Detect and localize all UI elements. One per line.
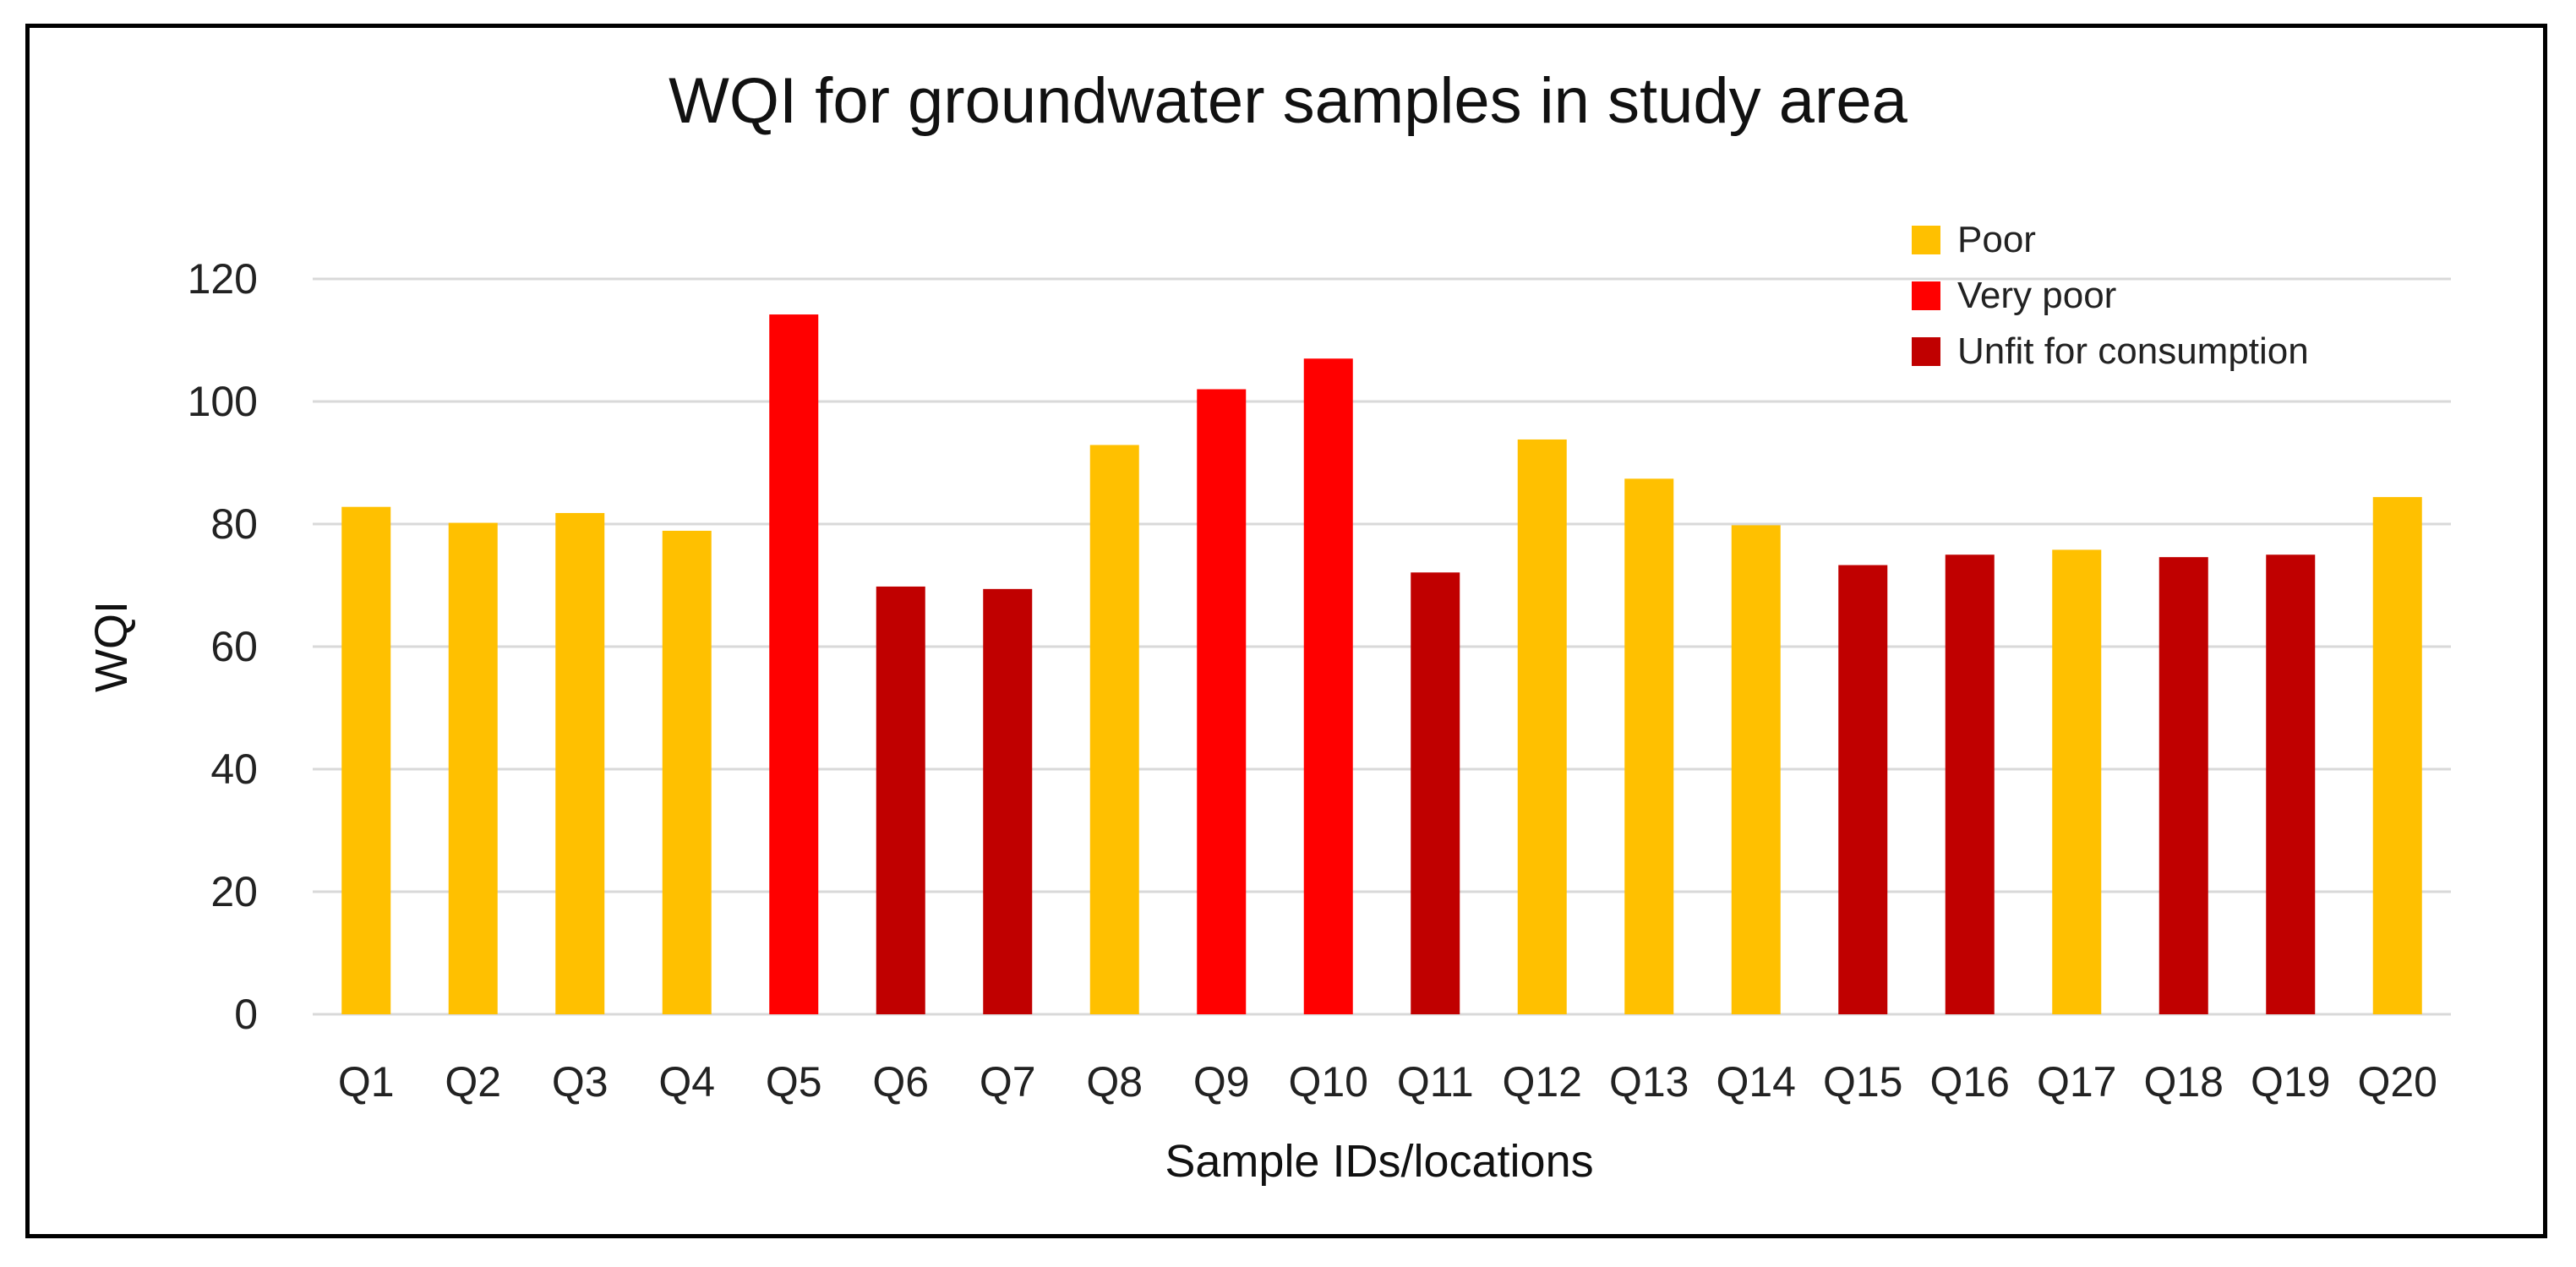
y-tick-label: 0: [234, 991, 258, 1038]
x-tick-labels: Q1 Q2 Q3 Q4 Q5 Q6 Q7 Q8 Q9 Q10 Q11 Q12 Q13 Q14 Q15 Q16 Q…: [338, 1058, 2437, 1106]
x-tick-label: Q4: [658, 1058, 715, 1106]
x-tick-label: Q20: [2357, 1058, 2437, 1106]
bars: [341, 314, 2422, 1014]
y-tick-labels: 0 20 40 60 80 100 120: [188, 255, 258, 1038]
legend-swatch: [1912, 281, 1940, 310]
gridlines: [313, 277, 2451, 1016]
x-tick-label: Q5: [766, 1058, 822, 1106]
bar-q5: [769, 314, 819, 1014]
x-tick-label: Q11: [1397, 1058, 1474, 1106]
y-tick-label: 40: [210, 745, 258, 793]
x-tick-label: Q1: [338, 1058, 395, 1106]
y-tick-label: 20: [210, 868, 258, 915]
bar-q20: [2372, 497, 2422, 1014]
bar-q18: [2158, 557, 2208, 1014]
x-tick-label: Q15: [1823, 1058, 1903, 1106]
y-tick-label: 100: [188, 378, 258, 425]
bar-q16: [1945, 554, 1995, 1014]
bar-q10: [1303, 358, 1353, 1014]
bar-q6: [876, 586, 925, 1014]
chart-title: WQI for groundwater samples in study are…: [669, 65, 1907, 137]
chart-frame: [25, 24, 2547, 1238]
x-tick-label: Q18: [2143, 1058, 2224, 1106]
bar-q2: [448, 522, 498, 1014]
bar-q1: [341, 506, 391, 1014]
legend-label: Very poor: [1957, 275, 2116, 316]
y-tick-label: 120: [188, 255, 258, 303]
x-tick-label: Q7: [980, 1058, 1036, 1106]
y-axis-label: WQI: [86, 601, 137, 692]
legend-swatch: [1912, 337, 1940, 366]
x-tick-label: Q10: [1288, 1058, 1368, 1106]
bar-q9: [1197, 389, 1247, 1014]
bar-q14: [1731, 525, 1781, 1014]
legend-label: Poor: [1957, 219, 2036, 260]
legend-label: Unfit for consumption: [1957, 330, 2309, 372]
x-tick-label: Q16: [1929, 1058, 2010, 1106]
bar-q17: [2052, 549, 2102, 1014]
bar-q11: [1411, 572, 1460, 1014]
x-tick-label: Q14: [1716, 1058, 1796, 1106]
x-tick-label: Q17: [2037, 1058, 2117, 1106]
bar-q15: [1838, 565, 1888, 1014]
x-tick-label: Q13: [1609, 1058, 1689, 1106]
y-tick-label: 80: [210, 500, 258, 548]
bar-q7: [983, 588, 1033, 1014]
legend: Poor Very poor Unfit for consumption: [1912, 219, 2309, 372]
x-axis-label: Sample IDs/locations: [1165, 1136, 1593, 1187]
x-tick-label: Q3: [552, 1058, 609, 1106]
x-tick-label: Q12: [1502, 1058, 1582, 1106]
x-tick-label: Q19: [2251, 1058, 2331, 1106]
legend-swatch: [1912, 226, 1940, 254]
bar-q19: [2266, 554, 2316, 1014]
x-tick-label: Q6: [872, 1058, 929, 1106]
x-tick-label: Q8: [1086, 1058, 1143, 1106]
bar-q4: [662, 530, 712, 1014]
bar-q3: [555, 512, 605, 1014]
bar-q13: [1624, 478, 1674, 1014]
y-tick-label: 60: [210, 623, 258, 670]
bar-q12: [1517, 439, 1567, 1014]
x-tick-label: Q2: [445, 1058, 501, 1106]
x-tick-label: Q9: [1193, 1058, 1250, 1106]
bar-q8: [1089, 445, 1139, 1014]
